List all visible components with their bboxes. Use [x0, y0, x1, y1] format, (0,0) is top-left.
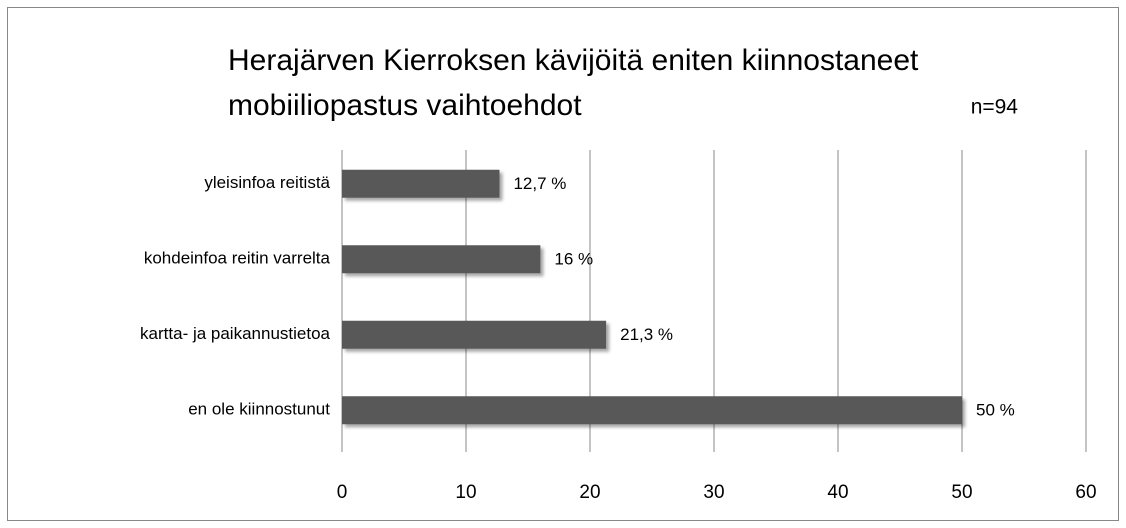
- y-tick-label: kohdeinfoa reitin varrelta: [144, 249, 331, 268]
- data-label: 16 %: [554, 250, 593, 269]
- x-tick-label: 20: [579, 482, 600, 503]
- chart-title: Herajärven Kierroksen kävijöitä eniten k…: [228, 44, 919, 77]
- x-tick-label: 60: [1075, 482, 1096, 503]
- chart-title: mobiiliopastus vaihtoehdot: [228, 89, 582, 122]
- y-tick-label: kartta- ja paikannustietoa: [140, 324, 330, 343]
- bar: [342, 320, 607, 349]
- chart-frame: [7, 7, 1119, 521]
- data-label: 12,7 %: [513, 174, 566, 193]
- x-tick-label: 40: [827, 482, 848, 503]
- bar: [342, 245, 541, 274]
- x-tick-label: 10: [455, 482, 476, 503]
- data-label: 50 %: [976, 401, 1015, 420]
- annotation: n=94: [971, 96, 1019, 119]
- y-tick-label: en ole kiinnostunut: [188, 400, 330, 419]
- data-label: 21,3 %: [620, 325, 673, 344]
- bar: [342, 169, 500, 198]
- y-tick-label: yleisinfoa reitistä: [204, 173, 330, 192]
- x-tick-label: 30: [703, 482, 724, 503]
- x-tick-label: 50: [951, 482, 972, 503]
- x-tick-label: 0: [337, 482, 348, 503]
- bar: [342, 396, 962, 425]
